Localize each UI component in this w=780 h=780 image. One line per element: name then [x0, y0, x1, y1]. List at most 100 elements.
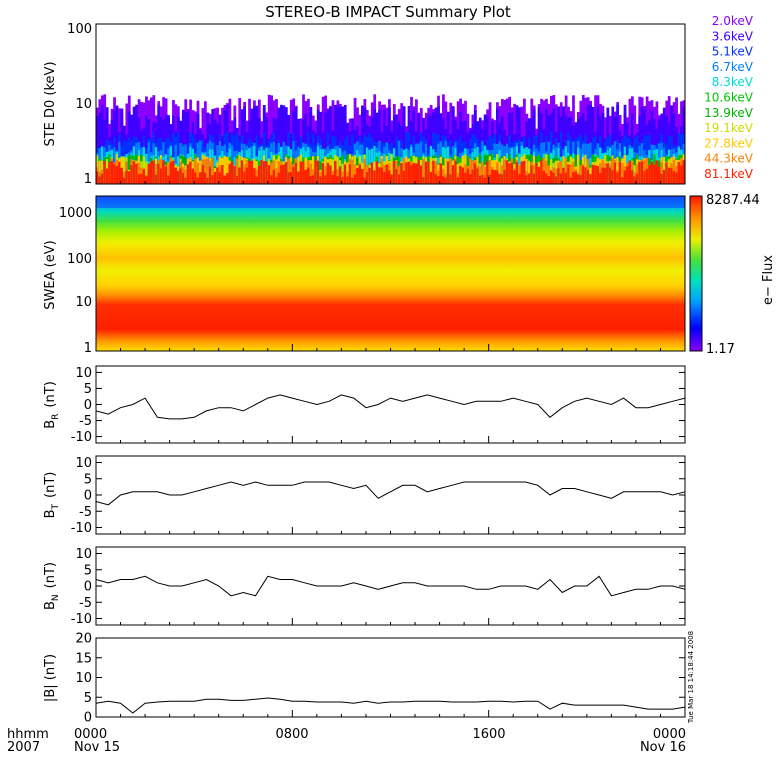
ste-bar — [442, 176, 445, 184]
ste-bar — [152, 160, 156, 184]
ste-bar — [167, 175, 170, 184]
ste-bar — [478, 175, 482, 184]
ste-bar — [343, 164, 347, 184]
ste-bar — [564, 172, 568, 184]
ste-bar — [297, 156, 300, 184]
ste-bar — [316, 160, 320, 184]
ste-bar — [147, 163, 151, 184]
ste-bar — [159, 168, 163, 184]
ste-bar — [356, 167, 359, 184]
ste-bar — [336, 176, 340, 184]
ste-bar — [520, 161, 524, 184]
ste-bar — [545, 173, 548, 184]
ste-bar — [179, 168, 183, 184]
ste-bar — [407, 161, 411, 184]
ste-bar — [358, 164, 362, 184]
ste-bar — [157, 163, 161, 184]
bt-yticks: 105 0-5-10 — [71, 456, 685, 536]
ste-bar — [596, 166, 600, 184]
ste-bar — [518, 173, 521, 184]
ste-bar — [123, 156, 126, 184]
ste-bar — [613, 162, 617, 184]
ste-bar — [123, 177, 126, 184]
ste-bar — [142, 169, 146, 184]
ste-bar — [326, 162, 330, 184]
swea-ytick-100: 100 — [67, 252, 92, 267]
ste-bar — [427, 161, 431, 184]
ste-bar — [176, 170, 180, 184]
ste-legend-item: 27.8keV — [704, 136, 754, 150]
ste-ytick-1: 1 — [84, 172, 92, 187]
ste-bar — [223, 156, 227, 184]
ste-bar — [336, 105, 340, 184]
bn-ylabel-unit: (nT) — [43, 562, 58, 588]
ste-bar — [199, 172, 202, 184]
ste-bar — [653, 164, 656, 184]
ste-bar — [559, 161, 563, 184]
bt-ylabel: BT (nT) — [43, 472, 61, 519]
ste-bar — [604, 168, 607, 184]
ste-bar — [434, 174, 438, 184]
ste-bar — [235, 175, 239, 184]
ste-bar — [230, 161, 234, 184]
ste-bar — [98, 176, 102, 184]
ste-bar — [228, 163, 232, 184]
swea-ytick-1: 1 — [84, 341, 92, 356]
ste-bar — [243, 171, 246, 184]
ste-bar — [181, 172, 185, 184]
ste-bar — [167, 163, 170, 184]
ste-bar — [137, 174, 141, 184]
ste-bar — [275, 168, 278, 184]
ytick-label: 10 — [75, 366, 92, 381]
ste-legend-item: 8.3keV — [712, 75, 754, 89]
ste-legend-item: 81.1keV — [704, 167, 754, 181]
ste-bar — [196, 162, 200, 184]
ste-bar — [203, 172, 207, 184]
ste-bar — [402, 106, 406, 184]
ste-bar — [105, 168, 109, 184]
ste-bar — [324, 112, 327, 184]
ste-bar — [675, 172, 678, 184]
ste-bar — [373, 170, 377, 184]
br-frame — [95, 365, 686, 444]
ste-bar — [348, 164, 352, 184]
ste-bar — [184, 169, 188, 184]
ste-bar — [277, 172, 281, 184]
timestamp-stamp: Tue Mar 18 14:18:44 2008 — [687, 631, 695, 724]
ste-bar — [162, 160, 166, 184]
swea-top-noise — [96, 196, 685, 208]
br-ylabel-unit: (nT) — [43, 381, 58, 407]
ste-bar — [483, 177, 487, 184]
ste-bar — [388, 170, 391, 184]
end-date: Nov 16 — [640, 740, 686, 755]
ytick-label: 5 — [84, 472, 92, 487]
ste-bar — [108, 162, 112, 184]
ste-bar — [591, 164, 595, 184]
ste-bar — [682, 160, 686, 184]
ste-bar — [488, 174, 492, 184]
ste-bar — [412, 162, 416, 184]
ste-bar — [626, 166, 629, 184]
ste-bar — [621, 177, 624, 184]
ste-bar — [405, 162, 408, 184]
ste-bar — [469, 158, 472, 184]
ste-bar — [240, 160, 244, 184]
ste-bar — [253, 168, 256, 184]
ste-legend-item: 2.0keV — [712, 14, 754, 28]
ste-bar — [574, 171, 578, 184]
ste-legend-item: 19.1keV — [704, 121, 754, 135]
ste-bar — [361, 168, 364, 184]
ste-ylabel: STE D0 (keV) — [43, 61, 58, 146]
ste-bar — [213, 171, 217, 184]
ste-bar — [449, 159, 453, 184]
ste-bar — [569, 164, 573, 184]
ste-bar — [515, 162, 519, 184]
ste-bar — [208, 166, 212, 184]
ste-bar — [628, 160, 632, 184]
ste-bar — [446, 161, 450, 184]
ste-bar — [284, 162, 288, 184]
br-ylabel: BR (nT) — [43, 381, 61, 429]
ste-bar — [194, 172, 197, 184]
ste-bar — [250, 160, 254, 184]
